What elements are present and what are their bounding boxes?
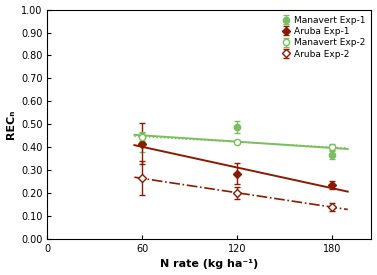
Legend: Manavert Exp-1, Aruba Exp-1, Manavert Exp-2, Aruba Exp-2: Manavert Exp-1, Aruba Exp-1, Manavert Ex…	[281, 14, 367, 60]
X-axis label: N rate (kg ha⁻¹): N rate (kg ha⁻¹)	[160, 259, 259, 270]
Y-axis label: RECₙ: RECₙ	[6, 110, 15, 139]
